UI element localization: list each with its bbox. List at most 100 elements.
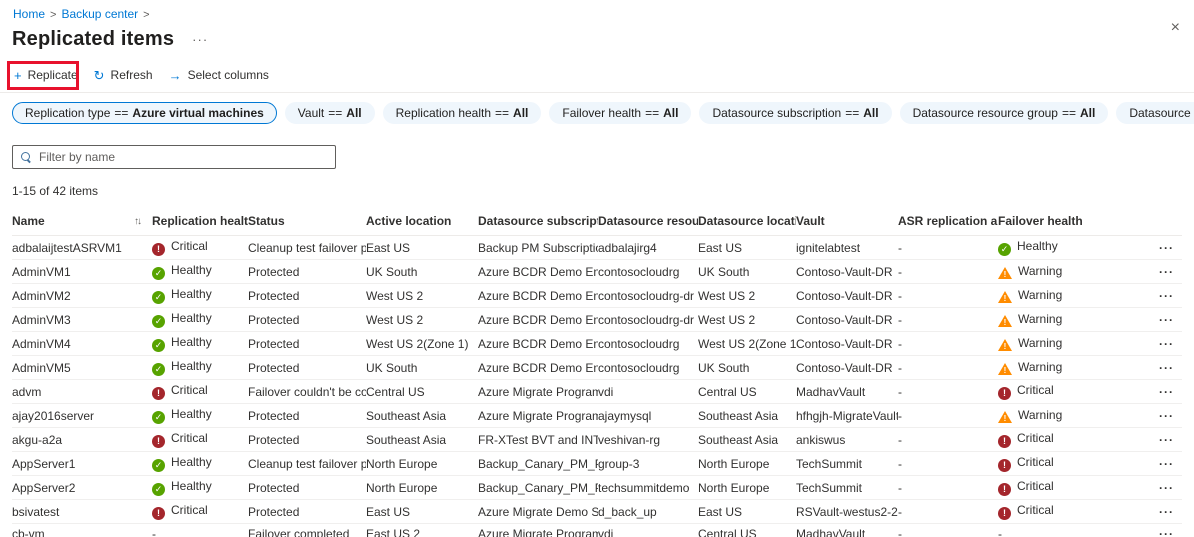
status-label: Critical: [1017, 383, 1054, 397]
cell-vault: Contoso-Vault-DR: [796, 283, 898, 308]
filter-pill-failover-health[interactable]: Failover health == All: [549, 102, 692, 124]
toolbar-button-refresh[interactable]: ↻ Refresh: [92, 64, 163, 86]
warning-status-icon: !: [998, 315, 1012, 327]
filter-pill-datasource-location[interactable]: Datasource location==All: [1116, 102, 1194, 124]
row-menu-button[interactable]: ···: [1098, 331, 1182, 356]
cell-datasource-subscription: Azure BCDR Demo Environ...: [478, 331, 598, 356]
warning-status-icon: !: [998, 339, 1012, 351]
cell-vault: TechSummit: [796, 475, 898, 500]
row-menu-button[interactable]: ···: [1098, 235, 1182, 260]
filter-field: Datasource subscription: [712, 106, 842, 120]
cell-failover-health: ! Warning: [998, 307, 1098, 332]
search-box[interactable]: [12, 145, 336, 169]
cell-vault: hfhgjh-MigrateVault-kl9nfp...: [796, 403, 898, 428]
table-row[interactable]: adbalaijtestASRVM1! Critical Cleanup test …: [12, 235, 1182, 260]
column-header-vault[interactable]: Vault: [796, 207, 898, 236]
column-header-datasource-subscription[interactable]: Datasource subscription: [478, 207, 598, 236]
column-header-label: Datasource resource gr...: [598, 214, 698, 228]
cell-vault: Contoso-Vault-DR: [796, 331, 898, 356]
critical-status-icon: !: [152, 435, 165, 448]
search-input[interactable]: [39, 150, 327, 164]
table-row[interactable]: advm! Critical Failover couldn't be comple…: [12, 379, 1182, 404]
cell-status: Protected: [248, 427, 366, 452]
cell-asr-replication-appliance: -: [898, 475, 998, 500]
cell-name: adbalaijtestASRVM1: [12, 235, 152, 260]
table-row[interactable]: bsivatest! Critical Protected East US Azure …: [12, 499, 1182, 524]
critical-status-icon: !: [998, 507, 1011, 520]
table-row[interactable]: AppServer2 ✓ Healthy Protected North Europe B…: [12, 475, 1182, 500]
table-row[interactable]: AppServer1 ✓ Healthy Cleanup test failover …: [12, 451, 1182, 476]
table-row[interactable]: AdminVM4 ✓ Healthy Protected West US 2(Zone …: [12, 331, 1182, 356]
column-header-row-menu: [1098, 207, 1182, 236]
row-menu-button[interactable]: ···: [1098, 427, 1182, 452]
filter-pill-datasource-resource-group[interactable]: Datasource resource group == All: [899, 102, 1109, 124]
column-header-status[interactable]: Status: [248, 207, 366, 236]
cell-failover-health: ! Critical: [998, 379, 1098, 404]
table-row[interactable]: cb-vm - Failover completed East US 2 Azure M…: [12, 523, 1182, 537]
cell-replication-health: ✓ Healthy: [152, 475, 248, 500]
column-header-failover-health[interactable]: Failover health: [998, 207, 1098, 236]
column-header-datasource-resource-gr[interactable]: Datasource resource gr...: [598, 207, 698, 236]
toolbar-button-replicate[interactable]: + Replicate: [12, 64, 88, 86]
column-header-label: Status: [248, 214, 285, 228]
filter-pill-vault[interactable]: Vault == All: [284, 102, 375, 124]
sort-icon[interactable]: ↑↓: [134, 215, 142, 227]
cell-datasource-subscription: Backup_Canary_PM_PPE_De...: [478, 451, 598, 476]
table-row[interactable]: ajay2016server ✓ Healthy Protected Southeast…: [12, 403, 1182, 428]
healthy-status-icon: ✓: [152, 291, 165, 304]
row-menu-button[interactable]: ···: [1098, 307, 1182, 332]
table-row[interactable]: AdminVM3 ✓ Healthy Protected West US 2 Azure …: [12, 307, 1182, 332]
column-header-replication-health[interactable]: Replication health: [152, 207, 248, 236]
cell-datasource-subscription: Azure Migrate Program Ma...: [478, 379, 598, 404]
cell-datasource-resource-group: vdi: [598, 379, 698, 404]
cell-vault: Contoso-Vault-DR: [796, 259, 898, 284]
cell-vault: MadhavVault: [796, 523, 898, 537]
table-row[interactable]: AdminVM2 ✓ Healthy Protected West US 2 Azure …: [12, 283, 1182, 308]
row-menu-button[interactable]: ···: [1098, 451, 1182, 476]
row-menu-button[interactable]: ···: [1098, 283, 1182, 308]
column-header-datasource-location[interactable]: Datasource location: [698, 207, 796, 236]
title-context-menu-icon[interactable]: ···: [192, 32, 209, 47]
filter-pill-replication-type[interactable]: Replication type == Azure virtual machines: [12, 102, 277, 124]
status-label: Healthy: [1017, 239, 1058, 253]
table-row[interactable]: AdminVM1 ✓ Healthy Protected UK South Azure B…: [12, 259, 1182, 284]
cell-name: advm: [12, 379, 152, 404]
toolbar-button-select-columns[interactable]: → Select columns: [167, 64, 279, 86]
cell-failover-health: ! Warning: [998, 403, 1098, 428]
cell-name: bsivatest: [12, 499, 152, 524]
close-icon[interactable]: ×: [1170, 19, 1180, 36]
table-row[interactable]: akgu-a2a! Critical Protected Southeast Asia…: [12, 427, 1182, 452]
row-menu-button[interactable]: ···: [1098, 523, 1182, 537]
cell-datasource-location: East US: [698, 499, 796, 524]
filter-value: Azure virtual machines: [132, 106, 264, 120]
cell-vault: ankiswus: [796, 427, 898, 452]
breadcrumb-separator: >: [143, 9, 150, 21]
breadcrumb-link-backup-center[interactable]: Backup center: [61, 7, 139, 21]
column-header-active-location[interactable]: Active location: [366, 207, 478, 236]
cell-datasource-subscription: Azure Migrate Program Ma...: [478, 523, 598, 537]
status-label: Healthy: [171, 263, 212, 277]
column-header-name[interactable]: Name ↑↓: [12, 207, 152, 236]
filter-pill-replication-health[interactable]: Replication health == All: [382, 102, 542, 124]
critical-status-icon: !: [998, 387, 1011, 400]
row-menu-button[interactable]: ···: [1098, 499, 1182, 524]
table-row[interactable]: AdminVM5 ✓ Healthy Protected UK South Azure B…: [12, 355, 1182, 380]
critical-status-icon: !: [152, 387, 165, 400]
row-menu-button[interactable]: ···: [1098, 475, 1182, 500]
row-menu-button[interactable]: ···: [1098, 355, 1182, 380]
cell-datasource-location: Central US: [698, 379, 796, 404]
row-menu-button[interactable]: ···: [1098, 259, 1182, 284]
page-title: Replicated items: [12, 28, 175, 50]
filter-pill-datasource-subscription[interactable]: Datasource subscription == All: [699, 102, 892, 124]
filter-value: All: [1080, 106, 1096, 120]
toolbar-button-label: Replicate: [27, 68, 78, 82]
row-menu-button[interactable]: ···: [1098, 379, 1182, 404]
status-label: Warning: [1018, 360, 1063, 374]
cell-status: Cleanup test failover pending: [248, 235, 366, 260]
breadcrumb-link-home[interactable]: Home: [13, 7, 46, 21]
column-header-asr-replication-applian[interactable]: ASR replication applian...: [898, 207, 998, 236]
cell-datasource-resource-group: veshivan-rg: [598, 427, 698, 452]
cell-failover-health: ! Critical: [998, 499, 1098, 524]
status-label: Healthy: [171, 335, 212, 349]
row-menu-button[interactable]: ···: [1098, 403, 1182, 428]
